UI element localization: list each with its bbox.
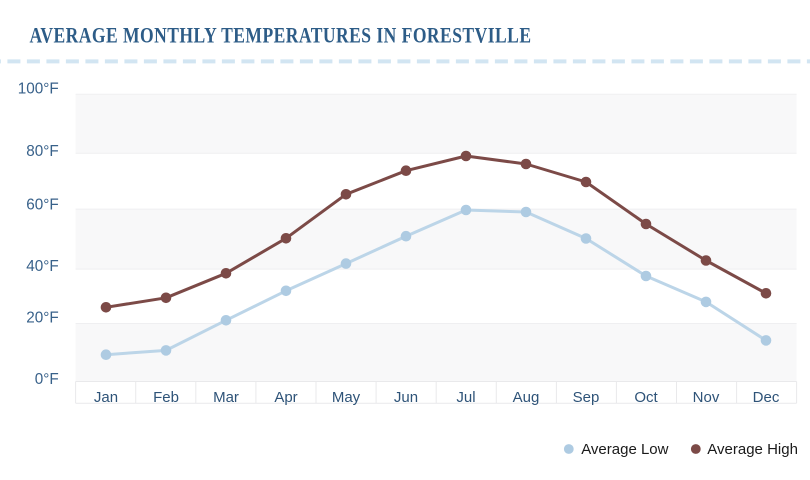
svg-text:Oct: Oct (634, 389, 658, 406)
svg-text:Dec: Dec (753, 389, 780, 406)
svg-text:Jan: Jan (94, 389, 118, 406)
svg-text:Average High: Average High (707, 441, 798, 458)
svg-text:Jul: Jul (456, 389, 475, 406)
svg-text:May: May (332, 389, 361, 406)
svg-text:Feb: Feb (153, 389, 179, 406)
svg-text:80°F: 80°F (26, 143, 58, 160)
svg-text:Sep: Sep (573, 389, 600, 406)
svg-text:60°F: 60°F (26, 197, 58, 214)
svg-text:Nov: Nov (693, 389, 720, 406)
svg-text:0°F: 0°F (35, 371, 59, 388)
svg-text:40°F: 40°F (26, 258, 58, 275)
svg-text:20°F: 20°F (26, 310, 58, 327)
svg-text:Jun: Jun (394, 389, 418, 406)
svg-text:Apr: Apr (274, 389, 297, 406)
svg-text:Mar: Mar (213, 389, 239, 406)
svg-text:AVERAGE MONTHLY TEMPERATURES I: AVERAGE MONTHLY TEMPERATURES IN FORESTVI… (30, 22, 532, 47)
svg-text:Average Low: Average Low (581, 441, 668, 458)
svg-text:Aug: Aug (513, 389, 540, 406)
svg-text:100°F: 100°F (18, 80, 59, 97)
